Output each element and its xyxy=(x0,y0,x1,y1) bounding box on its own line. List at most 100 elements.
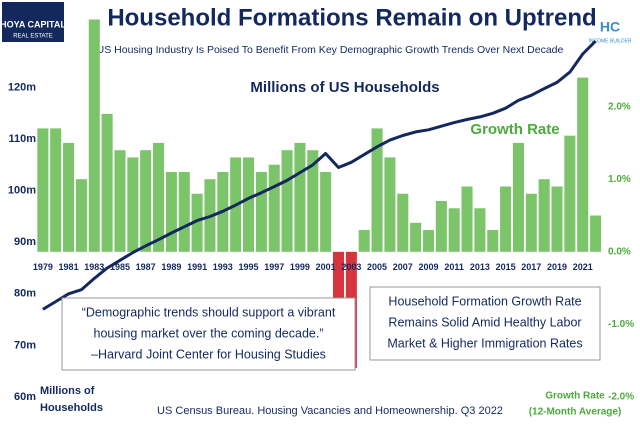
logo-text: REAL ESTATE xyxy=(13,34,53,40)
x-tick-label: 1985 xyxy=(110,262,130,272)
chart-title: Household Formations Remain on Uptrend xyxy=(107,4,596,31)
x-tick-label: 1997 xyxy=(264,262,284,272)
bar xyxy=(50,128,62,252)
bar xyxy=(358,230,370,252)
x-tick-label: 2019 xyxy=(547,262,567,272)
bar xyxy=(101,113,113,252)
bar xyxy=(307,150,319,252)
y2-axis-title: Growth Rate xyxy=(545,391,605,402)
x-tick-label: 1995 xyxy=(239,262,259,272)
y2-tick-label: 2.0% xyxy=(608,101,631,112)
bar xyxy=(384,157,396,252)
bar xyxy=(577,77,589,252)
x-tick-label: 2009 xyxy=(418,262,438,272)
logo-right: HC INCOME BUILDER xyxy=(588,19,631,45)
bar xyxy=(500,186,512,252)
bar xyxy=(294,142,306,252)
bar xyxy=(525,193,537,252)
y2-axis-title: (12-Month Average) xyxy=(529,407,622,418)
annotation-text: Household Formation Growth Rate xyxy=(388,294,581,308)
plot: 1979 1981 1983 1985 1987 1989 1991 1993 1995 1997… xyxy=(8,19,634,403)
x-tick-label: 1981 xyxy=(59,262,79,272)
bar xyxy=(140,150,152,252)
logo-text: HC xyxy=(600,19,620,35)
logo-text: INCOME BUILDER xyxy=(588,38,631,44)
bar xyxy=(435,201,447,252)
annotation-text: “Demographic trends should support a vib… xyxy=(82,305,336,319)
x-tick-label: 1999 xyxy=(290,262,310,272)
logo-text: HOYA CAPITAL xyxy=(0,19,66,29)
y2-tick-label: -1.0% xyxy=(608,319,634,330)
bar xyxy=(75,179,87,252)
y-tick-label: 70m xyxy=(14,339,36,351)
y-axis-title: Households xyxy=(40,402,103,414)
annotation-text: Remains Solid Amid Healthy Labor xyxy=(388,315,581,329)
bar xyxy=(551,186,563,252)
line xyxy=(42,40,597,311)
bar xyxy=(37,128,49,252)
y-tick-label: 90m xyxy=(14,236,36,248)
bar xyxy=(461,186,473,252)
bar xyxy=(371,128,383,252)
annotation-box xyxy=(61,297,356,371)
annotation-box xyxy=(369,286,601,361)
bar xyxy=(397,193,409,252)
bar xyxy=(281,150,293,252)
bar xyxy=(590,215,602,252)
source: US Census Bureau. Housing Vacancies and … xyxy=(157,405,503,417)
series-label: Growth Rate xyxy=(470,121,559,138)
bar xyxy=(410,222,422,252)
x-tick-label: 2007 xyxy=(393,262,413,272)
y-tick-label: 80m xyxy=(14,288,36,300)
x-tick-label: 2021 xyxy=(573,262,593,272)
x-tick-label: 2017 xyxy=(521,262,541,272)
x-tick-label: 1993 xyxy=(213,262,233,272)
annotation-text: Market & Higher Immigration Rates xyxy=(387,336,582,350)
y2-tick-label: 1.0% xyxy=(608,174,631,185)
bar xyxy=(332,251,345,339)
y2-tick-label: 0.0% xyxy=(608,246,631,257)
y-tick-label: 110m xyxy=(8,133,36,145)
x-tick-label: 1979 xyxy=(33,262,53,272)
bar xyxy=(88,19,100,252)
x-tick-label: 1983 xyxy=(84,262,104,272)
bar xyxy=(422,230,434,252)
logo-left: HOYA CAPITAL REAL ESTATE xyxy=(0,2,66,42)
bar xyxy=(268,164,280,252)
bar xyxy=(153,142,165,252)
x-tick-label: 2013 xyxy=(470,262,490,272)
bar xyxy=(242,157,255,252)
bar xyxy=(255,171,267,252)
bar xyxy=(178,171,190,252)
x-tick-label: 1989 xyxy=(161,262,181,272)
x-tick-label: 2003 xyxy=(341,262,361,272)
bar xyxy=(320,171,332,252)
y-tick-label: 120m xyxy=(8,81,36,93)
annotation-text: –Harvard Joint Center for Housing Studie… xyxy=(91,347,326,361)
y-axis-title: Millions of xyxy=(40,385,95,397)
series-label: Millions of US Households xyxy=(250,79,439,96)
y2-tick-label: -2.0% xyxy=(608,392,634,403)
bar xyxy=(114,150,126,252)
x-tick-label: 2011 xyxy=(444,262,464,272)
x-tick-label: 1991 xyxy=(187,262,207,272)
y-tick-label: 60m xyxy=(14,391,36,403)
chart-subtitle: US Housing Industry Is Poised To Benefit… xyxy=(97,44,564,56)
x-tick-label: 2005 xyxy=(367,262,387,272)
bar xyxy=(191,193,203,252)
bar xyxy=(538,179,550,252)
logo-background xyxy=(2,2,64,42)
x-tick-label: 2001 xyxy=(316,262,336,272)
x-tick-label: 2015 xyxy=(496,262,516,272)
bar xyxy=(474,208,486,252)
y-tick-label: 100m xyxy=(8,185,36,197)
bar xyxy=(564,135,576,252)
annotation-text: housing market over the coming decade.” xyxy=(94,326,324,340)
x-tick-label: 1987 xyxy=(136,262,156,272)
bar xyxy=(127,157,139,252)
bar xyxy=(487,230,499,252)
bar xyxy=(63,142,75,252)
bar xyxy=(165,171,177,252)
bar xyxy=(448,208,460,252)
